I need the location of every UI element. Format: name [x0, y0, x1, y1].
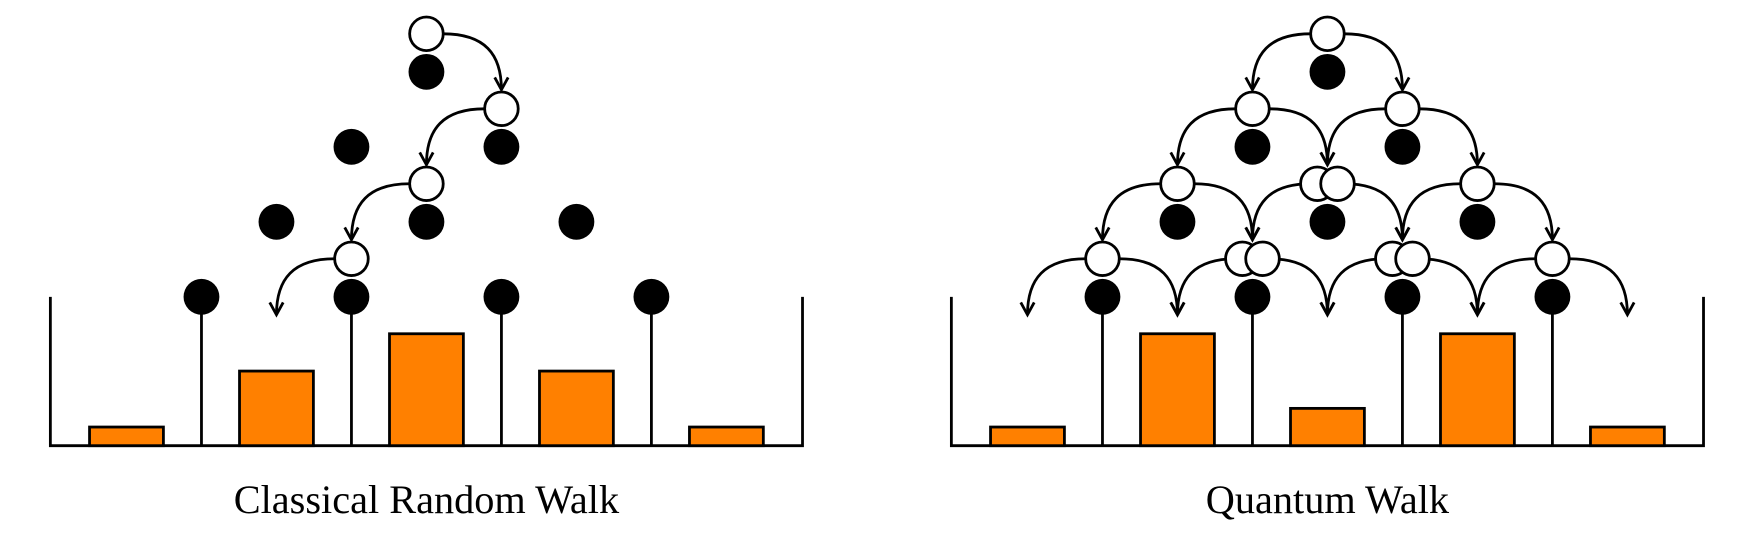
- ball: [1319, 165, 1356, 202]
- arrow: [350, 182, 410, 240]
- peg: [1084, 278, 1121, 315]
- peg: [1534, 278, 1571, 315]
- arrowhead: [418, 151, 435, 168]
- ball: [333, 240, 370, 277]
- arrow: [425, 107, 485, 165]
- ball: [1309, 15, 1346, 52]
- arrow: [275, 257, 335, 315]
- peg: [333, 278, 370, 315]
- peg: [1384, 278, 1421, 315]
- arrow: [1344, 32, 1404, 90]
- arrow: [1026, 257, 1086, 315]
- arrowhead: [1544, 226, 1561, 243]
- peg: [408, 53, 445, 90]
- ball: [1384, 90, 1421, 127]
- peg: [1159, 203, 1196, 240]
- arrowhead: [268, 301, 285, 318]
- arrowhead: [493, 76, 510, 93]
- arrowhead: [1094, 226, 1111, 243]
- arrow: [1251, 32, 1311, 90]
- arrow: [1101, 182, 1161, 240]
- ball: [1159, 165, 1196, 202]
- arrowhead: [1169, 301, 1186, 318]
- ball: [1459, 165, 1496, 202]
- bar: [538, 369, 615, 448]
- arrowhead: [343, 226, 360, 243]
- arrowhead: [1469, 151, 1486, 168]
- peg: [258, 203, 295, 240]
- arrow: [1494, 182, 1554, 240]
- arrowhead: [1469, 301, 1486, 318]
- arrow: [1176, 107, 1236, 165]
- ball: [1084, 240, 1121, 277]
- arrow: [1476, 257, 1536, 315]
- bar: [688, 425, 765, 448]
- bar: [88, 425, 165, 448]
- arrow: [1326, 257, 1386, 315]
- peg: [1459, 203, 1496, 240]
- peg: [558, 203, 595, 240]
- arrow: [1569, 257, 1629, 315]
- caption: Quantum Walk: [1206, 477, 1450, 522]
- caption: Classical Random Walk: [234, 477, 620, 522]
- peg: [183, 278, 220, 315]
- bar: [388, 332, 465, 448]
- bar: [1589, 425, 1666, 448]
- arrowhead: [1394, 76, 1411, 93]
- arrowhead: [1394, 226, 1411, 243]
- ball: [1534, 240, 1571, 277]
- peg: [1309, 203, 1346, 240]
- ball: [1394, 240, 1431, 277]
- bar: [1439, 332, 1516, 448]
- arrowhead: [1019, 301, 1036, 318]
- peg: [1234, 128, 1271, 165]
- arrowhead: [1244, 226, 1261, 243]
- arrowhead: [1169, 151, 1186, 168]
- ball: [1234, 90, 1271, 127]
- arrow: [1269, 107, 1329, 165]
- peg: [333, 128, 370, 165]
- ball: [408, 165, 445, 202]
- peg: [1384, 128, 1421, 165]
- bar: [1139, 332, 1216, 448]
- bar: [238, 369, 315, 448]
- ball: [483, 90, 520, 127]
- arrow: [1251, 182, 1311, 240]
- arrowhead: [1319, 151, 1336, 168]
- arrowhead: [1319, 301, 1336, 318]
- arrowhead: [1619, 301, 1636, 318]
- arrow: [443, 32, 503, 90]
- ball: [1244, 240, 1281, 277]
- arrow: [1176, 257, 1236, 315]
- peg: [483, 128, 520, 165]
- arrow: [1194, 182, 1254, 240]
- peg: [408, 203, 445, 240]
- ball: [408, 15, 445, 52]
- arrowhead: [1244, 76, 1261, 93]
- arrow: [1401, 182, 1461, 240]
- arrow: [1419, 107, 1479, 165]
- arrow: [1326, 107, 1386, 165]
- peg: [633, 278, 670, 315]
- peg: [483, 278, 520, 315]
- arrow: [1119, 257, 1179, 315]
- bar: [989, 425, 1066, 448]
- peg: [1309, 53, 1346, 90]
- bar: [1289, 406, 1366, 448]
- peg: [1234, 278, 1271, 315]
